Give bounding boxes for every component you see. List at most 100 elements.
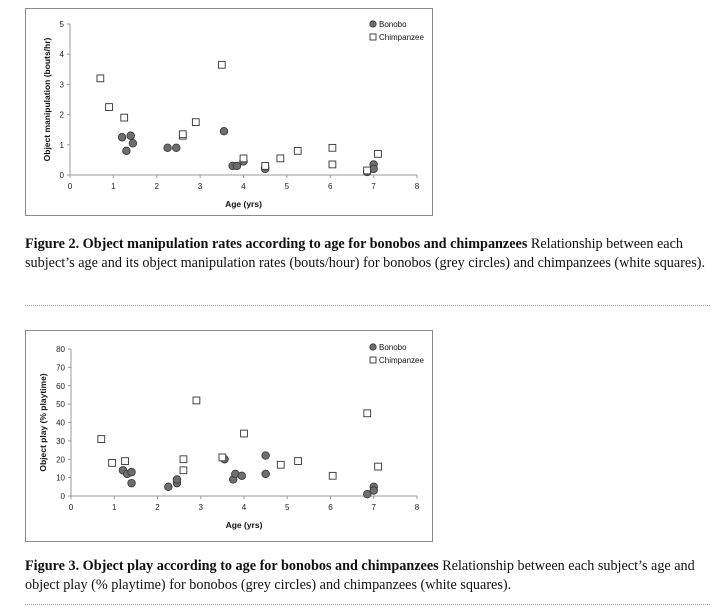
y-axis-label: Object play (% playtime) [38, 373, 48, 471]
bonobo-point [127, 478, 136, 488]
y-tick-label: 50 [56, 400, 65, 409]
chimpanzee-point [121, 457, 129, 465]
section-separator-bottom [25, 604, 710, 605]
chimpanzee-point [179, 466, 188, 475]
chimpanzee-point [178, 130, 187, 139]
legend-label: Bonobo [379, 20, 407, 29]
bonobo-point [172, 143, 181, 153]
y-tick-label: 40 [56, 419, 65, 428]
figure2-caption-title: Figure 2. Object manipulation rates acco… [25, 236, 528, 252]
x-tick-label: 7 [372, 503, 377, 512]
x-tick-label: 8 [415, 503, 420, 512]
x-tick-label: 4 [241, 182, 246, 191]
y-tick-label: 10 [56, 474, 65, 483]
y-tick-label: 20 [56, 455, 65, 464]
y-tick-label: 1 [60, 141, 65, 150]
chimpanzee-point [328, 143, 337, 152]
chart1-svg: 0 1 2 3 4 5 6 7 8 0 1 2 3 4 5 Age (yrs) Object manipulat… [42, 20, 424, 209]
bonobo-point [127, 467, 136, 477]
chart-object-manipulation: 0 1 2 3 4 5 6 7 8 0 1 2 3 4 5 Age (yrs) Object manipulat… [25, 8, 433, 216]
bonobo-point [172, 475, 182, 484]
chimpanzee-point [294, 457, 302, 465]
x-tick-label: 7 [371, 182, 376, 191]
x-tick-label: 3 [199, 503, 204, 512]
bonobo-point [363, 489, 372, 499]
x-tick-label: 6 [328, 503, 333, 512]
x-axis-label: Age (yrs) [225, 199, 262, 209]
y-tick-label: 80 [56, 345, 65, 354]
bonobo-point [232, 161, 242, 171]
x-tick-label: 8 [415, 182, 420, 191]
y-tick-label: 4 [60, 50, 65, 59]
chimpanzee-point [105, 103, 113, 111]
y-tick-label: 30 [56, 437, 65, 446]
x-tick-label: 0 [69, 503, 74, 512]
y-tick-label: 3 [60, 80, 65, 89]
legend-label: Chimpanzee [379, 33, 424, 42]
legend-label: Bonobo [379, 343, 407, 352]
chimpanzee-point [217, 60, 226, 69]
chart-object-play: 0 1 2 3 4 5 6 7 8 0 10 20 30 40 50 60 70 80 Age (yrs) Objec… [25, 330, 433, 542]
y-tick-label: 70 [56, 363, 65, 372]
x-tick-label: 6 [328, 182, 333, 191]
chimpanzee-point [374, 462, 382, 471]
bonobo-point [117, 133, 127, 142]
y-tick-label: 60 [56, 382, 65, 391]
chimpanzee-point [328, 160, 337, 169]
y-tick-label: 0 [60, 171, 65, 180]
x-tick-label: 2 [155, 182, 160, 191]
legend-bonobo-marker [369, 20, 377, 28]
chimpanzee-point [276, 154, 285, 163]
chimpanzee-point [374, 150, 382, 158]
legend-label: Chimpanzee [379, 356, 424, 365]
x-tick-label: 5 [285, 503, 290, 512]
chimpanzee-point [120, 113, 129, 122]
bonobo-point [237, 471, 247, 480]
chimpanzee-point [363, 409, 372, 418]
legend-chimpanzee-marker [369, 356, 377, 364]
chimpanzee-point [192, 396, 201, 405]
chimpanzee-point [97, 435, 106, 443]
bonobo-point [261, 451, 270, 460]
bonobo-point [219, 127, 229, 136]
chimpanzee-point [276, 460, 285, 469]
chimpanzee-point [108, 459, 116, 467]
bonobo-point [369, 486, 378, 495]
x-tick-label: 2 [155, 503, 160, 512]
bonobo-point [122, 146, 131, 156]
chimpanzee-point [96, 74, 105, 83]
chimpanzee-point [179, 455, 188, 464]
bonobo-point [163, 143, 172, 153]
x-tick-label: 3 [198, 182, 203, 191]
legend-bonobo-marker [369, 343, 377, 351]
chimpanzee-point [191, 118, 200, 127]
chimpanzee-point [239, 154, 248, 163]
y-tick-label: 0 [61, 492, 66, 501]
figure3-caption-text: Relationship between each subject’s age … [25, 558, 695, 593]
x-tick-label: 5 [285, 182, 290, 191]
x-tick-label: 0 [68, 182, 73, 191]
x-tick-label: 1 [111, 182, 116, 191]
x-tick-label: 1 [112, 503, 117, 512]
figure3-caption-title: Figure 3. Object play according to age f… [25, 558, 439, 574]
chimpanzee-point [363, 166, 371, 175]
section-separator [25, 305, 710, 306]
y-axis-label: Object manipulation (bouts/hr) [42, 37, 52, 161]
bonobo-point [164, 482, 173, 492]
bonobo-point [128, 139, 138, 148]
figure2-caption-text: Relationship between each subject’s age … [25, 236, 706, 271]
x-tick-label: 4 [242, 503, 247, 512]
bonobo-point [261, 469, 270, 479]
y-tick-label: 2 [60, 111, 65, 120]
figure3-caption: Figure 3. Object play according to age f… [25, 557, 715, 595]
bonobo-point [126, 131, 135, 140]
chimpanzee-point [261, 162, 270, 170]
chimpanzee-point [218, 453, 227, 462]
x-axis-label: Age (yrs) [226, 520, 263, 530]
chimpanzee-point [240, 429, 248, 438]
figure2-caption: Figure 2. Object manipulation rates acco… [25, 235, 715, 273]
y-tick-label: 5 [60, 20, 65, 29]
chimpanzee-point [328, 471, 337, 480]
chimpanzee-point [293, 146, 302, 155]
